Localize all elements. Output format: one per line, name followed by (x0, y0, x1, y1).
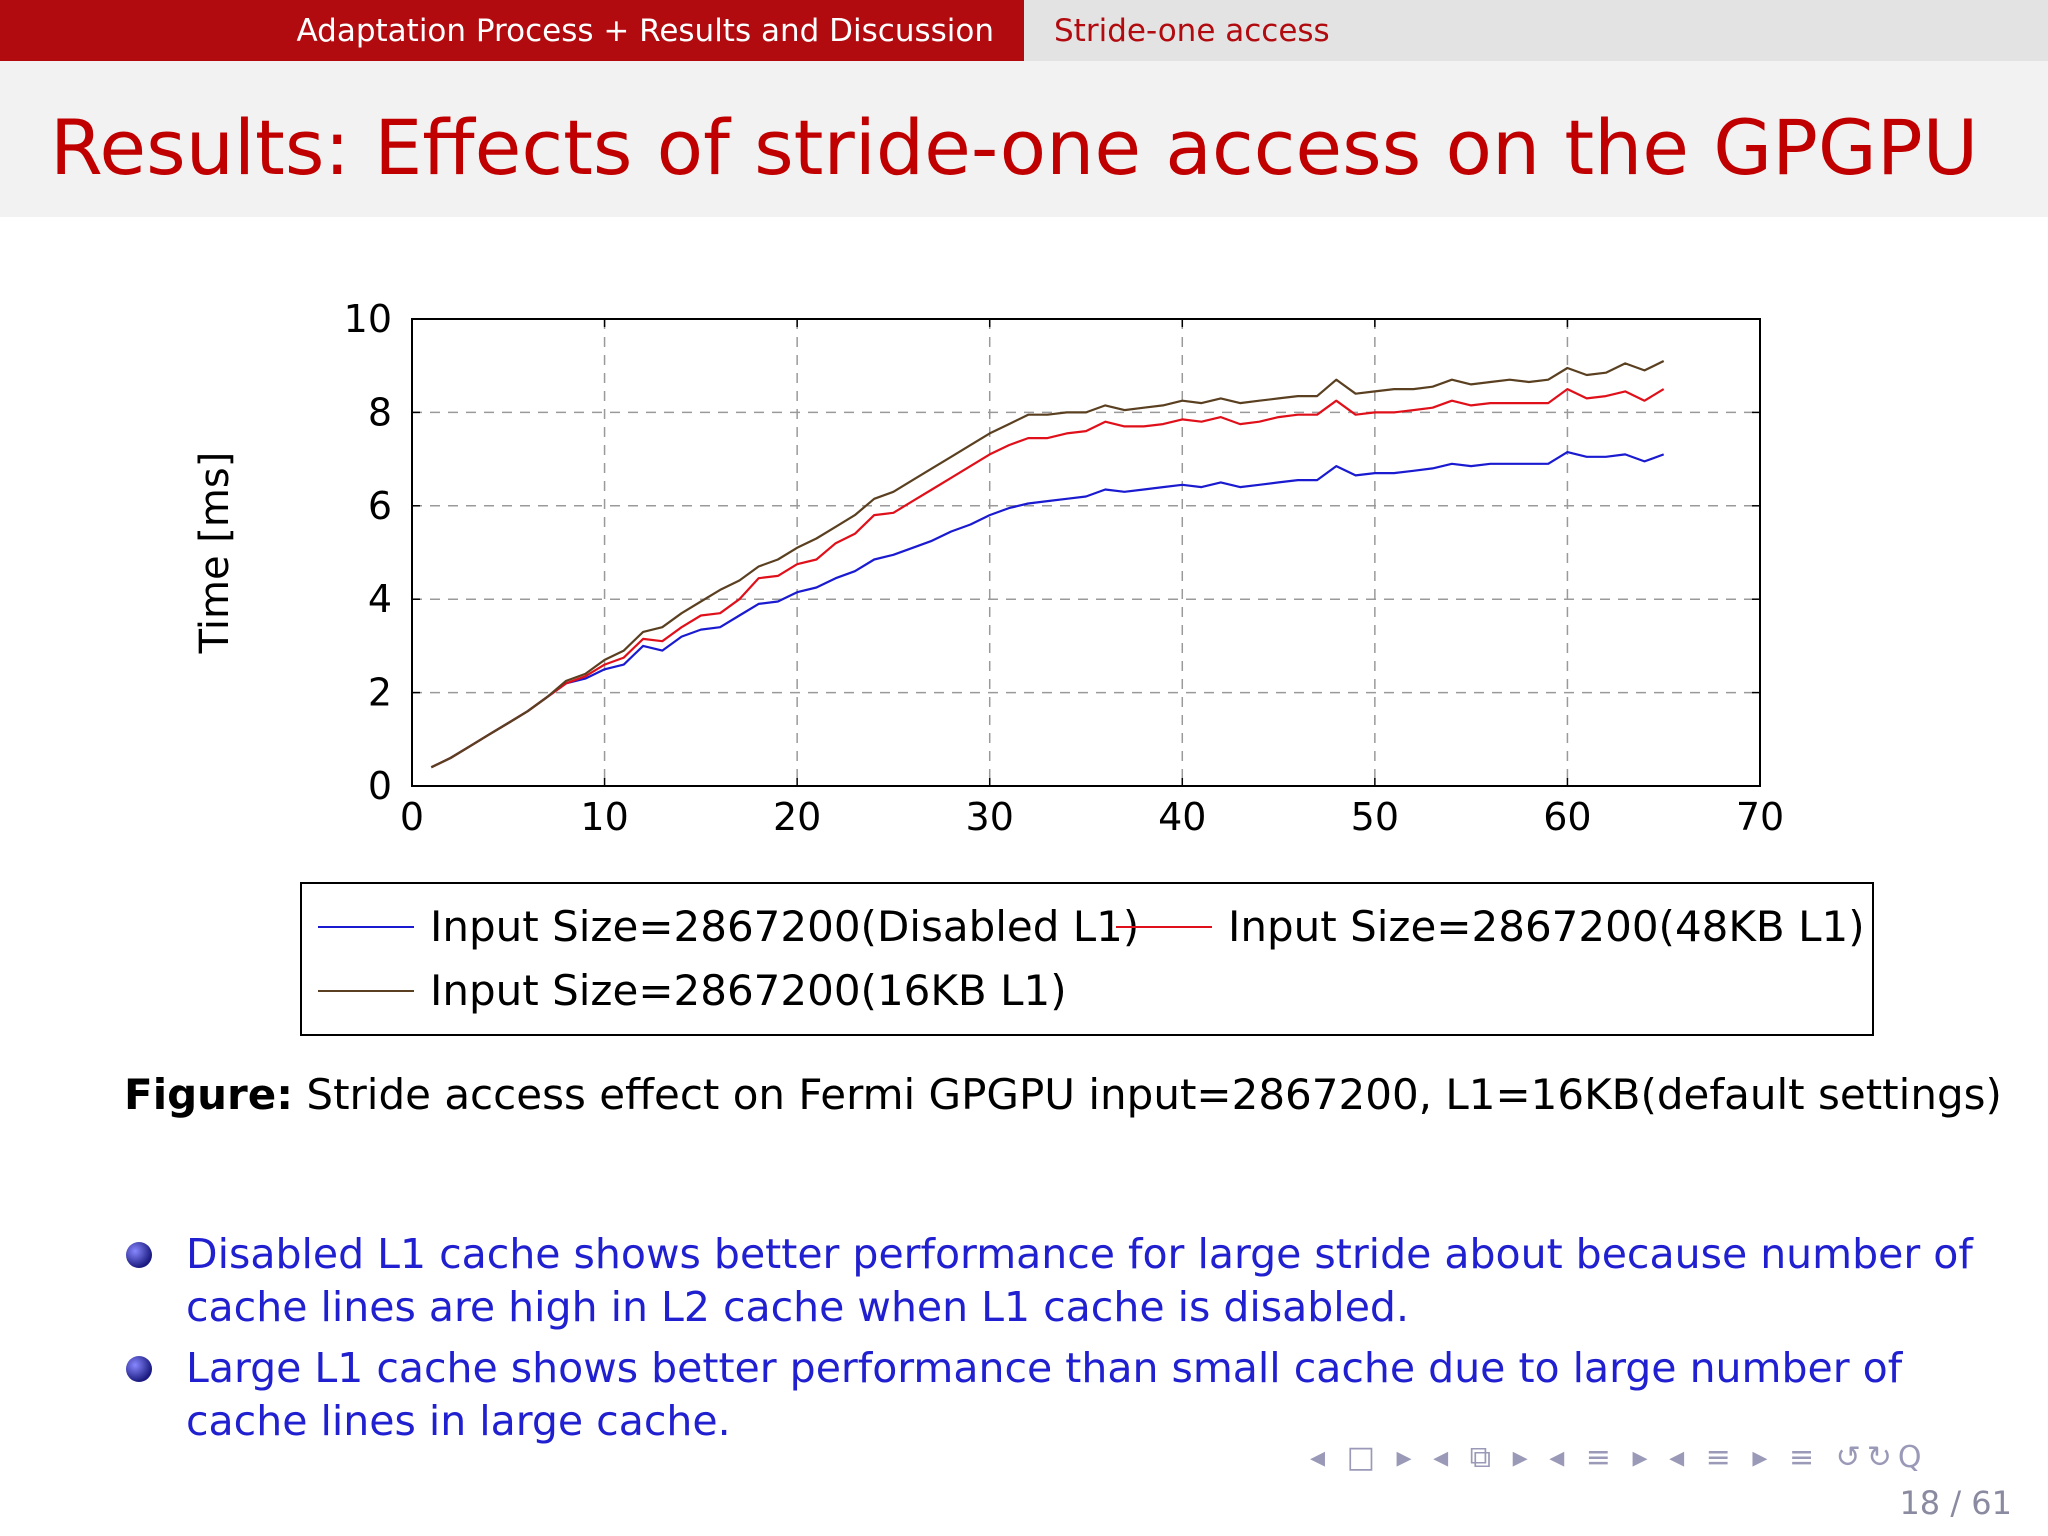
slide-title: Results: Effects of stride-one access on… (50, 103, 1979, 192)
y-axis-label: Time [ms] (192, 452, 238, 655)
bullet-text: Disabled L1 cache shows better performan… (186, 1230, 1973, 1331)
series-line-0 (430, 451, 1665, 769)
legend-label-48kb: Input Size=2867200(48KB L1) (1228, 902, 1865, 951)
y-tick-label: 2 (368, 671, 392, 715)
y-tick-label: 6 (368, 484, 392, 528)
x-tick-label: 40 (1158, 795, 1206, 839)
page-number: 18 / 61 (1899, 1484, 2012, 1522)
legend-swatch-48kb (1116, 925, 1212, 928)
x-tick-label: 0 (400, 795, 424, 839)
bullet-item: Large L1 cache shows better performance … (124, 1342, 1984, 1448)
title-bar: Results: Effects of stride-one access on… (0, 61, 2048, 217)
plot-frame (411, 318, 1761, 787)
y-tick-label: 0 (368, 764, 392, 808)
nav-section[interactable]: Adaptation Process + Results and Discuss… (0, 0, 1024, 61)
bullet-icon (126, 1356, 152, 1382)
chart-legend: Input Size=2867200(Disabled L1) Input Si… (300, 882, 1874, 1036)
caption-label: Figure: (124, 1070, 294, 1119)
bullet-icon (126, 1242, 152, 1268)
legend-swatch-disabled (318, 925, 414, 928)
x-tick-label: 60 (1543, 795, 1591, 839)
x-tick-label: 70 (1736, 795, 1784, 839)
beamer-navigation-icons[interactable]: ◂ □ ▸ ◂ ⧉ ▸ ◂ ≡ ▸ ◂ ≡ ▸ ≡ ↺↻Q (1310, 1440, 1928, 1475)
series-line-2 (430, 360, 1665, 769)
legend-label-16kb: Input Size=2867200(16KB L1) (430, 966, 1067, 1015)
caption-text: Stride access effect on Fermi GPGPU inpu… (306, 1070, 2002, 1119)
y-tick-label: 4 (368, 577, 392, 621)
legend-item-48kb: Input Size=2867200(48KB L1) (1116, 902, 1865, 951)
line-chart: 0 10 20 30 40 50 60 70 0 2 4 6 8 10 Time [ms] (192, 297, 1784, 839)
bullet-item: Disabled L1 cache shows better performan… (124, 1228, 1984, 1334)
legend-swatch-16kb (318, 989, 414, 992)
y-tick-label: 8 (368, 390, 392, 434)
x-tick-label: 20 (773, 795, 821, 839)
x-tick-label: 50 (1351, 795, 1399, 839)
figure-caption: Figure: Stride access effect on Fermi GP… (124, 1070, 2002, 1119)
x-tick-label: 30 (966, 795, 1014, 839)
bullet-text: Large L1 cache shows better performance … (186, 1344, 1903, 1445)
x-tick-label: 10 (580, 795, 628, 839)
legend-item-16kb: Input Size=2867200(16KB L1) (318, 966, 1067, 1015)
bullet-list: Disabled L1 cache shows better performan… (124, 1228, 1984, 1456)
nav-subsection[interactable]: Stride-one access (1024, 0, 2048, 61)
legend-item-disabled: Input Size=2867200(Disabled L1) (318, 902, 1139, 951)
navbar: Adaptation Process + Results and Discuss… (0, 0, 2048, 61)
legend-label-disabled: Input Size=2867200(Disabled L1) (430, 902, 1140, 951)
y-tick-label: 10 (344, 297, 392, 341)
series-line-1 (430, 387, 1665, 769)
